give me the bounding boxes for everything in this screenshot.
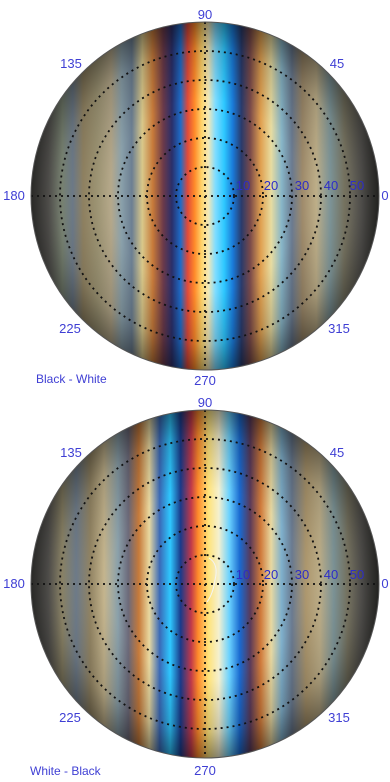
angle-label-180: 180 bbox=[3, 576, 25, 591]
radius-label-40: 40 bbox=[324, 178, 338, 193]
radius-label-50: 50 bbox=[350, 567, 364, 582]
angle-label-135: 135 bbox=[60, 445, 82, 460]
polar-grid bbox=[31, 22, 379, 370]
angle-label-0: 0 bbox=[381, 188, 388, 203]
radius-label-30: 30 bbox=[295, 178, 309, 193]
center-contour bbox=[206, 557, 217, 603]
plot-caption: White - Black bbox=[30, 764, 102, 778]
polar-outline bbox=[30, 21, 380, 371]
angle-label-45: 45 bbox=[330, 445, 344, 460]
radius-label-30: 30 bbox=[295, 567, 309, 582]
angle-label-180: 180 bbox=[3, 188, 25, 203]
angle-label-90: 90 bbox=[198, 7, 212, 22]
radius-label-20: 20 bbox=[264, 178, 278, 193]
angle-label-315: 315 bbox=[328, 321, 350, 336]
polar-plot-white-black: 90 45 0 315 270 225 180 135 10 20 30 40 … bbox=[3, 395, 388, 778]
polar-grid bbox=[31, 410, 379, 758]
angle-label-0: 0 bbox=[381, 576, 388, 591]
plot-caption: Black - White bbox=[36, 372, 107, 386]
radius-label-20: 20 bbox=[264, 567, 278, 582]
angle-label-225: 225 bbox=[59, 710, 81, 725]
polar-plot-black-white: 90 45 0 315 270 225 180 135 10 20 30 40 … bbox=[3, 7, 388, 388]
radius-label-40: 40 bbox=[324, 567, 338, 582]
angle-label-315: 315 bbox=[328, 710, 350, 725]
radius-label-10: 10 bbox=[236, 567, 250, 582]
radius-label-10: 10 bbox=[236, 178, 250, 193]
radius-label-50: 50 bbox=[350, 178, 364, 193]
angle-label-90: 90 bbox=[198, 395, 212, 410]
angle-label-225: 225 bbox=[59, 321, 81, 336]
angle-label-135: 135 bbox=[60, 56, 82, 71]
angle-label-270: 270 bbox=[194, 373, 216, 388]
polar-outline bbox=[30, 409, 380, 759]
angle-label-270: 270 bbox=[194, 763, 216, 778]
angle-label-45: 45 bbox=[330, 56, 344, 71]
